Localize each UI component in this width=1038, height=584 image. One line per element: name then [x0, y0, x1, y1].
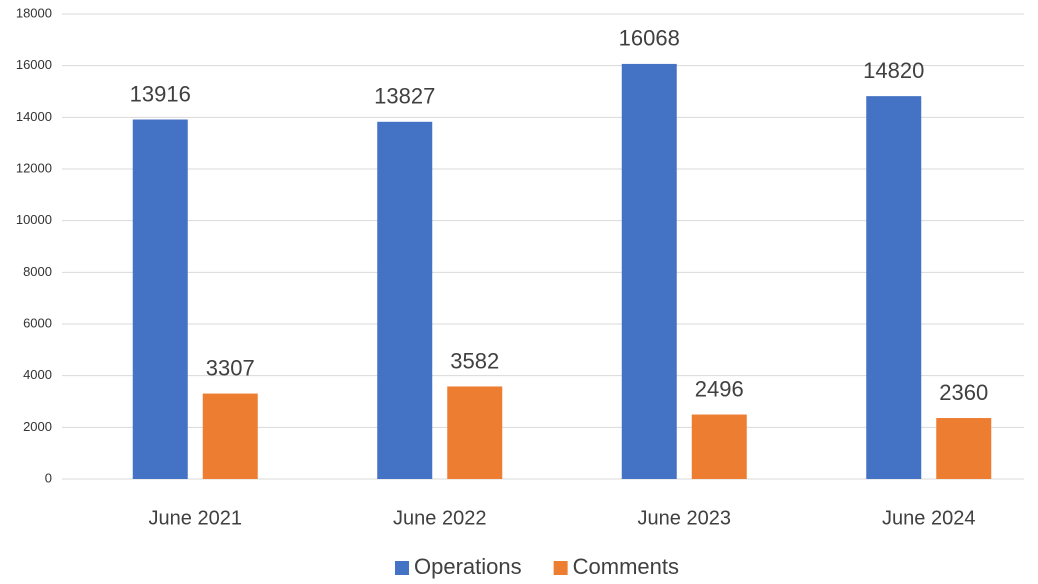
x-tick-label: June 2023 — [638, 507, 731, 529]
data-label: 16068 — [619, 26, 680, 51]
y-tick-label: 14000 — [16, 109, 52, 124]
bar — [447, 386, 503, 479]
y-tick-label: 8000 — [23, 264, 52, 279]
data-label: 3582 — [450, 348, 499, 373]
bar — [202, 393, 258, 479]
data-label: 14820 — [863, 58, 924, 83]
y-tick-label: 16000 — [16, 57, 52, 72]
y-tick-label: 4000 — [23, 367, 52, 382]
bar — [691, 414, 747, 479]
legend-label: Operations — [414, 554, 522, 579]
bar — [377, 121, 433, 480]
data-label: 13916 — [130, 81, 191, 106]
x-tick-label: June 2024 — [882, 507, 975, 529]
bar — [132, 119, 188, 480]
legend-swatch — [553, 561, 568, 575]
legend-label: Comments — [573, 554, 679, 579]
x-tick-label: June 2021 — [149, 507, 242, 529]
data-label: 3307 — [206, 355, 255, 380]
x-tick-label: June 2022 — [393, 507, 486, 529]
y-tick-label: 0 — [45, 470, 52, 485]
legend-swatch — [395, 561, 409, 575]
y-tick-label: 10000 — [16, 212, 52, 227]
bar — [866, 96, 922, 480]
bar — [621, 63, 677, 479]
data-label: 2360 — [939, 380, 988, 405]
y-tick-label: 12000 — [16, 160, 52, 175]
data-label: 13827 — [374, 84, 435, 109]
y-tick-label: 2000 — [23, 419, 52, 434]
data-label: 2496 — [695, 376, 744, 401]
bar — [936, 418, 992, 479]
y-tick-label: 6000 — [23, 315, 52, 330]
y-tick-label: 18000 — [16, 5, 52, 20]
